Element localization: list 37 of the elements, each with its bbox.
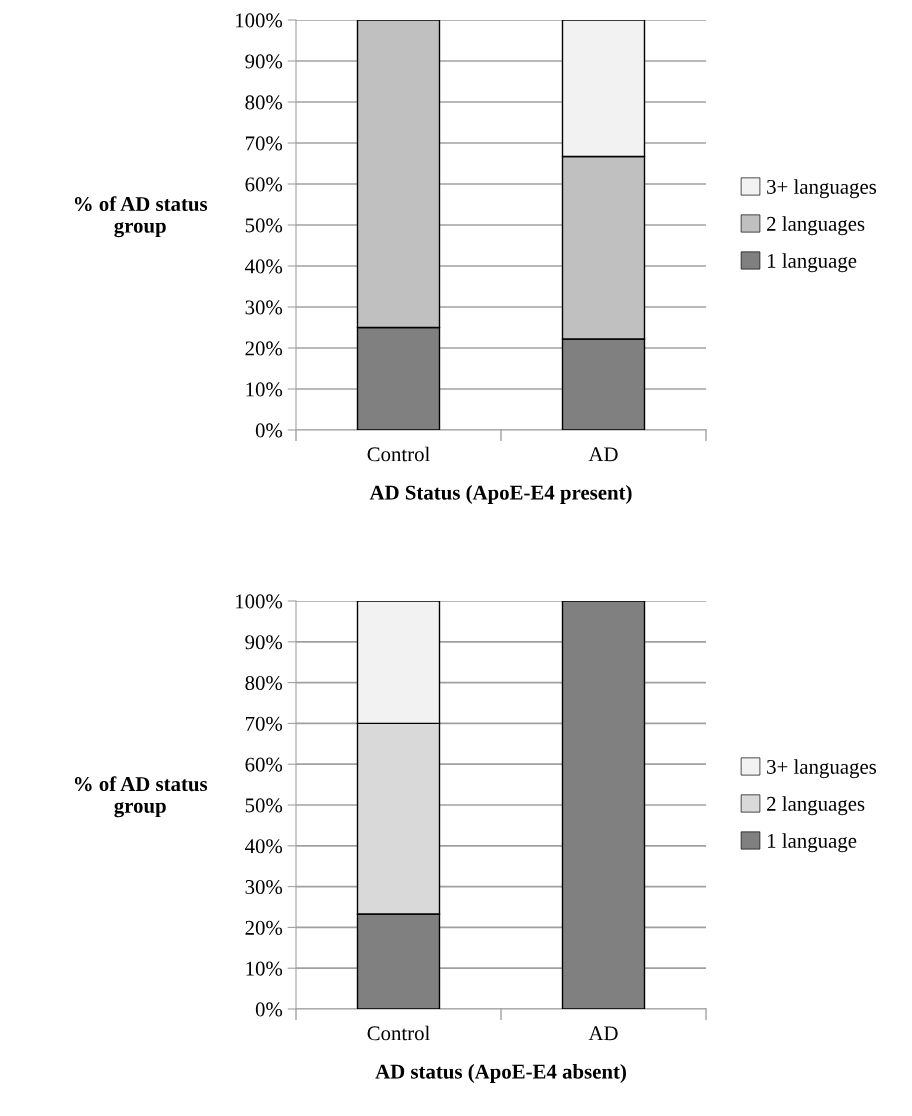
x-axis-title: AD status (ApoE-E4 absent) <box>375 1064 626 1083</box>
y-tick-label: 100% <box>236 13 283 28</box>
y-tick-label: 20% <box>245 920 283 935</box>
legend-label: 3+ languages <box>767 179 877 199</box>
x-tick-label: Control <box>367 446 430 462</box>
y-tick-label: 60% <box>245 177 283 192</box>
bar <box>561 601 646 1009</box>
y-tick-label: 10% <box>246 961 283 976</box>
y-tick-label: 40% <box>245 259 283 274</box>
y-tick-label: 90% <box>245 635 283 650</box>
x-tick-label: Control <box>367 1025 430 1041</box>
legend-label: 1 language <box>767 833 857 853</box>
y-tick-label: 100% <box>236 594 283 609</box>
legend-label: 1 language <box>767 253 857 273</box>
y-tick-label: 80% <box>245 95 283 110</box>
x-axis-title: AD Status (ApoE-E4 present) <box>369 485 632 504</box>
x-tick-label: AD <box>588 1026 618 1041</box>
legend-label: 2 languages <box>767 796 865 816</box>
y-tick-label: 60% <box>245 757 283 772</box>
y-tick-label: 30% <box>245 879 283 895</box>
y-tick-label: 0% <box>255 423 283 438</box>
y-tick-label: 80% <box>245 675 283 691</box>
y-tick-label: 0% <box>255 1002 283 1017</box>
y-tick-label: 30% <box>245 300 283 315</box>
y-tick-label: 90% <box>245 54 283 69</box>
y-tick-label: 20% <box>245 341 283 356</box>
y-axis-title: % of AD status group <box>74 196 208 238</box>
legend-label: 3+ languages <box>767 759 877 779</box>
y-tick-label: 50% <box>245 218 283 233</box>
y-tick-label: 50% <box>245 798 283 813</box>
x-tick-label: AD <box>588 447 618 462</box>
legend-label: 2 languages <box>767 216 865 236</box>
y-tick-label: 10% <box>246 382 283 397</box>
y-axis-title: % of AD status group <box>74 776 208 818</box>
y-tick-label: 70% <box>245 136 283 151</box>
y-tick-label: 70% <box>245 716 283 731</box>
y-tick-label: 40% <box>245 839 283 854</box>
